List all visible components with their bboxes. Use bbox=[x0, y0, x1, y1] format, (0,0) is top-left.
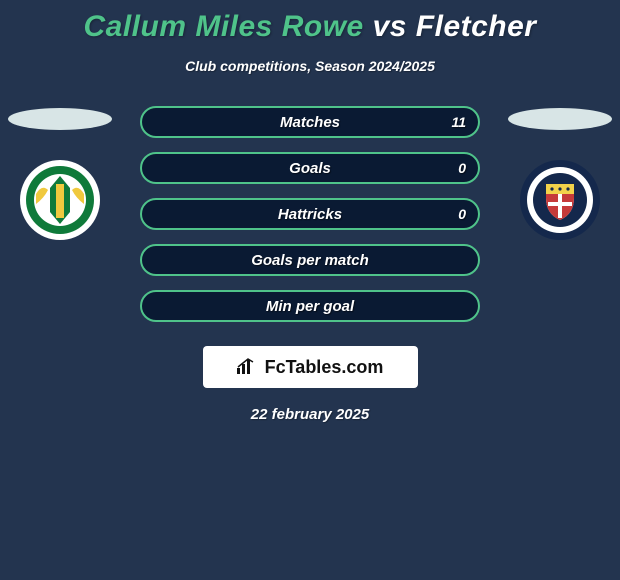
yeovil-crest-icon bbox=[18, 158, 102, 242]
brand-text: FcTables.com bbox=[265, 357, 384, 378]
brand-box: FcTables.com bbox=[203, 346, 418, 388]
subtitle: Club competitions, Season 2024/2025 bbox=[0, 58, 620, 74]
right-accent-ellipse bbox=[508, 108, 612, 130]
bars-icon bbox=[237, 358, 259, 376]
stat-label: Hattricks bbox=[278, 206, 342, 223]
stat-label: Goals bbox=[289, 160, 331, 177]
title-player-a: Callum Miles Rowe bbox=[83, 10, 363, 43]
title-vs: vs bbox=[373, 10, 416, 43]
stat-label: Matches bbox=[280, 114, 340, 131]
comparison-block: Matches 11 Goals 0 Hattricks 0 Goals per… bbox=[0, 106, 620, 423]
date-label: 22 february 2025 bbox=[0, 406, 620, 423]
stat-label: Min per goal bbox=[266, 298, 354, 315]
stat-row: Goals 0 bbox=[140, 152, 480, 184]
stat-row: Goals per match bbox=[140, 244, 480, 276]
left-accent-ellipse bbox=[8, 108, 112, 130]
page-title: Callum Miles Rowe vs Fletcher bbox=[0, 0, 620, 44]
tamworth-crest-icon bbox=[518, 158, 602, 242]
stat-row: Hattricks 0 bbox=[140, 198, 480, 230]
right-club-crest bbox=[518, 158, 602, 242]
stat-row: Min per goal bbox=[140, 290, 480, 322]
stat-right-value: 0 bbox=[458, 160, 466, 176]
stat-right-value: 11 bbox=[451, 114, 466, 130]
left-club-crest bbox=[18, 158, 102, 242]
stat-label: Goals per match bbox=[251, 252, 369, 269]
stat-row: Matches 11 bbox=[140, 106, 480, 138]
title-player-b: Fletcher bbox=[416, 10, 537, 43]
stats-list: Matches 11 Goals 0 Hattricks 0 Goals per… bbox=[140, 106, 480, 322]
stat-right-value: 0 bbox=[458, 206, 466, 222]
